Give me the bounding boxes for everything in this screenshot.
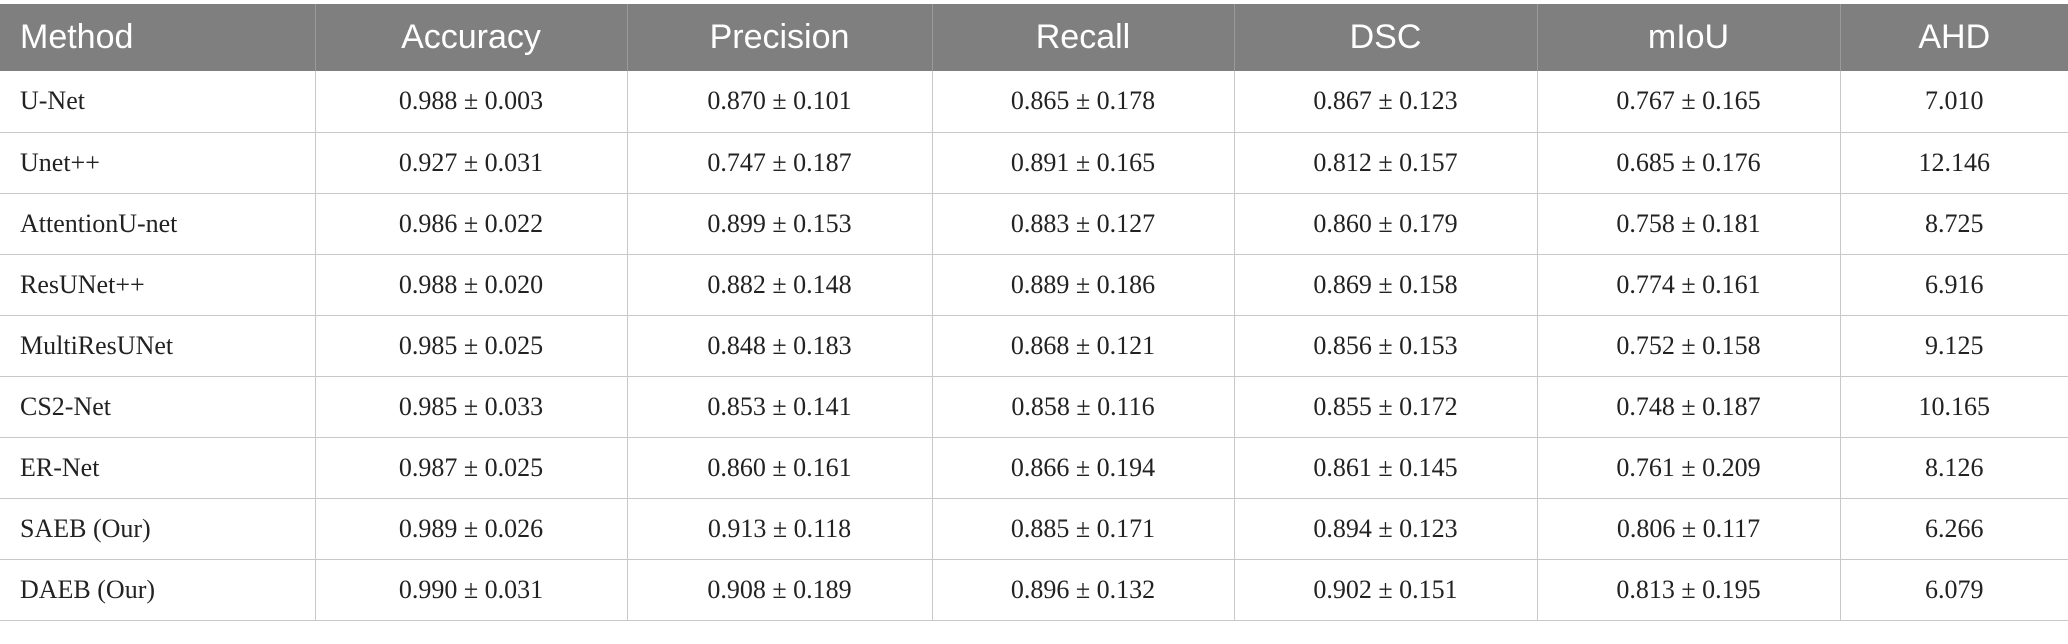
header-miou: mIoU [1537,4,1841,71]
cell-dsc: 0.861 ± 0.145 [1234,437,1538,499]
table-row: Unet++ 0.927 ± 0.031 0.747 ± 0.187 0.891… [0,132,2068,194]
cell-dsc: 0.856 ± 0.153 [1234,315,1538,377]
cell-recall: 0.858 ± 0.116 [932,376,1235,438]
cell-recall: 0.866 ± 0.194 [932,437,1235,499]
cell-miou: 0.752 ± 0.158 [1537,315,1841,377]
cell-recall: 0.889 ± 0.186 [932,254,1235,316]
cell-recall: 0.885 ± 0.171 [932,498,1235,560]
cell-recall: 0.868 ± 0.121 [932,315,1235,377]
results-table-container: Method Accuracy Precision Recall DSC mIo… [0,4,2068,621]
cell-ahd: 9.125 [1840,315,2068,377]
cell-method: CS2-Net [0,376,316,438]
table-body: U-Net 0.988 ± 0.003 0.870 ± 0.101 0.865 … [0,71,2068,621]
cell-precision: 0.747 ± 0.187 [627,132,933,194]
cell-precision: 0.848 ± 0.183 [627,315,933,377]
cell-precision: 0.913 ± 0.118 [627,498,933,560]
results-table: Method Accuracy Precision Recall DSC mIo… [0,4,2068,621]
cell-accuracy: 0.990 ± 0.031 [315,559,628,621]
header-recall: Recall [932,4,1235,71]
cell-dsc: 0.867 ± 0.123 [1234,71,1538,133]
cell-miou: 0.758 ± 0.181 [1537,193,1841,255]
cell-dsc: 0.812 ± 0.157 [1234,132,1538,194]
cell-miou: 0.685 ± 0.176 [1537,132,1841,194]
cell-dsc: 0.894 ± 0.123 [1234,498,1538,560]
cell-miou: 0.813 ± 0.195 [1537,559,1841,621]
table-row: MultiResUNet 0.985 ± 0.025 0.848 ± 0.183… [0,315,2068,377]
table-row: ER-Net 0.987 ± 0.025 0.860 ± 0.161 0.866… [0,437,2068,499]
cell-recall: 0.883 ± 0.127 [932,193,1235,255]
cell-precision: 0.853 ± 0.141 [627,376,933,438]
cell-precision: 0.908 ± 0.189 [627,559,933,621]
cell-miou: 0.767 ± 0.165 [1537,71,1841,133]
cell-precision: 0.882 ± 0.148 [627,254,933,316]
cell-ahd: 6.079 [1840,559,2068,621]
cell-ahd: 8.725 [1840,193,2068,255]
cell-miou: 0.761 ± 0.209 [1537,437,1841,499]
cell-dsc: 0.860 ± 0.179 [1234,193,1538,255]
cell-dsc: 0.869 ± 0.158 [1234,254,1538,316]
cell-ahd: 12.146 [1840,132,2068,194]
cell-ahd: 6.916 [1840,254,2068,316]
cell-ahd: 8.126 [1840,437,2068,499]
header-row: Method Accuracy Precision Recall DSC mIo… [0,4,2068,71]
cell-miou: 0.806 ± 0.117 [1537,498,1841,560]
cell-miou: 0.774 ± 0.161 [1537,254,1841,316]
table-row: CS2-Net 0.985 ± 0.033 0.853 ± 0.141 0.85… [0,376,2068,438]
cell-method: U-Net [0,71,316,133]
cell-method: ER-Net [0,437,316,499]
cell-accuracy: 0.987 ± 0.025 [315,437,628,499]
cell-ahd: 7.010 [1840,71,2068,133]
cell-recall: 0.865 ± 0.178 [932,71,1235,133]
table-row: ResUNet++ 0.988 ± 0.020 0.882 ± 0.148 0.… [0,254,2068,316]
table-header: Method Accuracy Precision Recall DSC mIo… [0,4,2068,71]
cell-recall: 0.896 ± 0.132 [932,559,1235,621]
header-ahd: AHD [1840,4,2068,71]
cell-accuracy: 0.986 ± 0.022 [315,193,628,255]
cell-precision: 0.870 ± 0.101 [627,71,933,133]
table-row: AttentionU-net 0.986 ± 0.022 0.899 ± 0.1… [0,193,2068,255]
table-row: SAEB (Our) 0.989 ± 0.026 0.913 ± 0.118 0… [0,498,2068,560]
cell-accuracy: 0.985 ± 0.025 [315,315,628,377]
header-method: Method [0,4,316,71]
table-row: DAEB (Our) 0.990 ± 0.031 0.908 ± 0.189 0… [0,559,2068,621]
cell-accuracy: 0.927 ± 0.031 [315,132,628,194]
cell-precision: 0.899 ± 0.153 [627,193,933,255]
header-dsc: DSC [1234,4,1538,71]
cell-ahd: 6.266 [1840,498,2068,560]
cell-precision: 0.860 ± 0.161 [627,437,933,499]
cell-method: ResUNet++ [0,254,316,316]
cell-dsc: 0.855 ± 0.172 [1234,376,1538,438]
cell-accuracy: 0.989 ± 0.026 [315,498,628,560]
cell-method: DAEB (Our) [0,559,316,621]
cell-method: AttentionU-net [0,193,316,255]
cell-accuracy: 0.988 ± 0.003 [315,71,628,133]
header-accuracy: Accuracy [315,4,628,71]
cell-miou: 0.748 ± 0.187 [1537,376,1841,438]
table-row: U-Net 0.988 ± 0.003 0.870 ± 0.101 0.865 … [0,71,2068,133]
cell-method: MultiResUNet [0,315,316,377]
cell-accuracy: 0.985 ± 0.033 [315,376,628,438]
cell-recall: 0.891 ± 0.165 [932,132,1235,194]
cell-accuracy: 0.988 ± 0.020 [315,254,628,316]
header-precision: Precision [627,4,933,71]
cell-method: SAEB (Our) [0,498,316,560]
cell-dsc: 0.902 ± 0.151 [1234,559,1538,621]
cell-method: Unet++ [0,132,316,194]
cell-ahd: 10.165 [1840,376,2068,438]
